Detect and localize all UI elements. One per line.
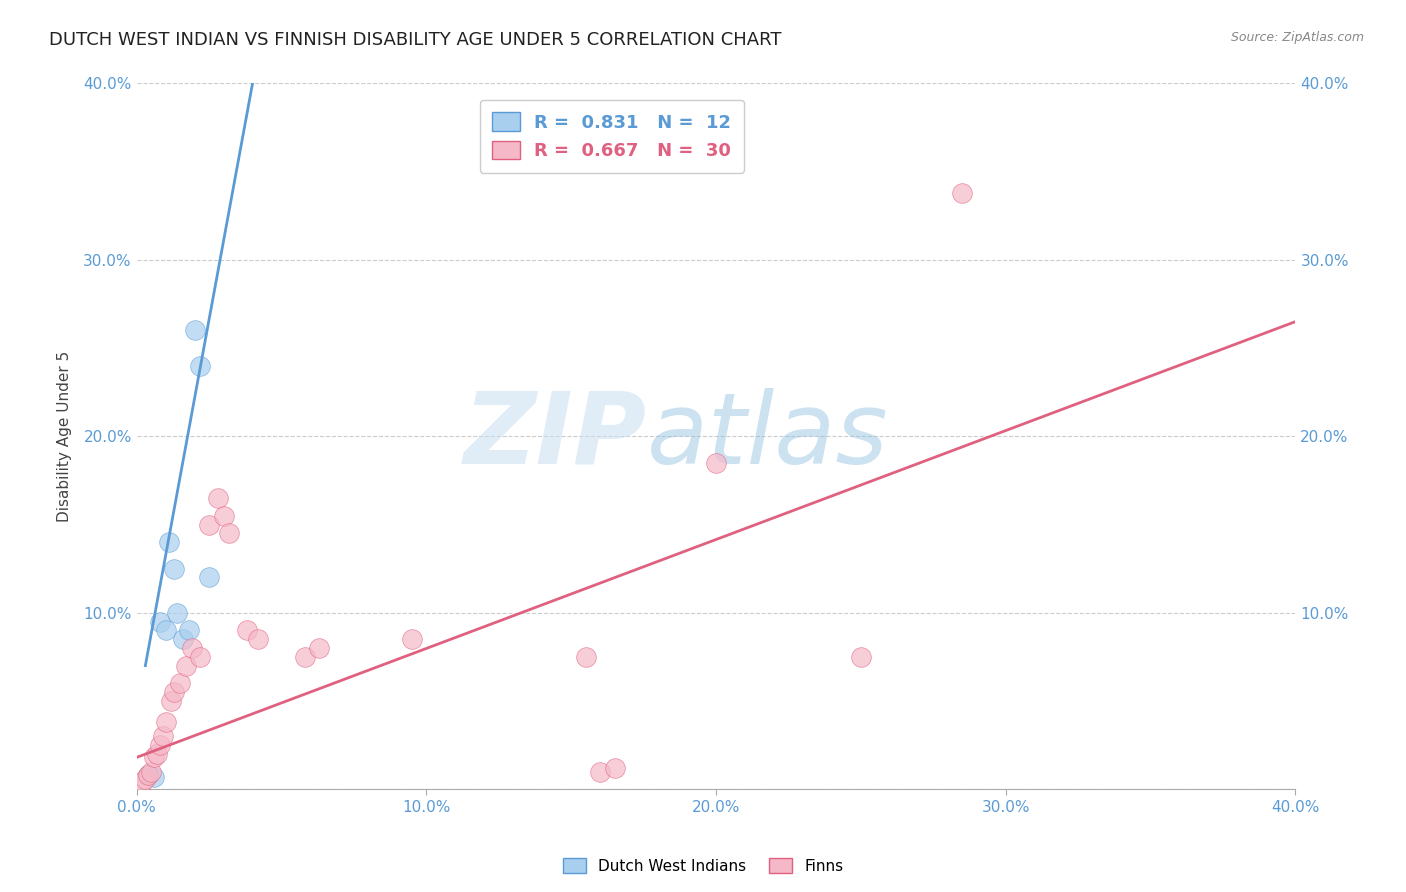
Text: atlas: atlas xyxy=(647,388,889,484)
Point xyxy=(157,535,180,549)
Point xyxy=(704,456,727,470)
Point xyxy=(152,729,174,743)
Point xyxy=(308,640,330,655)
Point xyxy=(172,632,194,647)
Point xyxy=(136,768,159,782)
Point xyxy=(603,761,626,775)
Point xyxy=(136,768,159,782)
Y-axis label: Disability Age Under 5: Disability Age Under 5 xyxy=(58,351,72,522)
Point xyxy=(155,715,177,730)
Point xyxy=(169,676,191,690)
Point xyxy=(575,649,598,664)
Point xyxy=(235,624,257,638)
Text: ZIP: ZIP xyxy=(464,388,647,484)
Point xyxy=(177,624,200,638)
Point xyxy=(155,624,177,638)
Point xyxy=(149,738,172,752)
Point xyxy=(180,640,202,655)
Legend: R =  0.831   N =  12, R =  0.667   N =  30: R = 0.831 N = 12, R = 0.667 N = 30 xyxy=(479,100,744,172)
Point xyxy=(131,775,153,789)
Point xyxy=(174,658,197,673)
Text: DUTCH WEST INDIAN VS FINNISH DISABILITY AGE UNDER 5 CORRELATION CHART: DUTCH WEST INDIAN VS FINNISH DISABILITY … xyxy=(49,31,782,49)
Legend: Dutch West Indians, Finns: Dutch West Indians, Finns xyxy=(557,852,849,880)
Point xyxy=(139,764,162,779)
Point xyxy=(198,517,221,532)
Point xyxy=(166,606,188,620)
Point xyxy=(146,747,169,761)
Point xyxy=(134,772,156,786)
Point xyxy=(143,770,166,784)
Point xyxy=(190,649,212,664)
Point xyxy=(589,764,612,779)
Point xyxy=(247,632,270,647)
Point xyxy=(401,632,423,647)
Point xyxy=(149,615,172,629)
Point xyxy=(218,526,240,541)
Point xyxy=(207,491,229,505)
Point xyxy=(212,508,235,523)
Point xyxy=(143,750,166,764)
Point xyxy=(198,570,221,584)
Point xyxy=(163,561,186,575)
Point xyxy=(294,649,316,664)
Point xyxy=(950,186,973,200)
Text: Source: ZipAtlas.com: Source: ZipAtlas.com xyxy=(1230,31,1364,45)
Point xyxy=(160,694,183,708)
Point xyxy=(849,649,872,664)
Point xyxy=(183,323,205,337)
Point xyxy=(163,685,186,699)
Point xyxy=(190,359,212,373)
